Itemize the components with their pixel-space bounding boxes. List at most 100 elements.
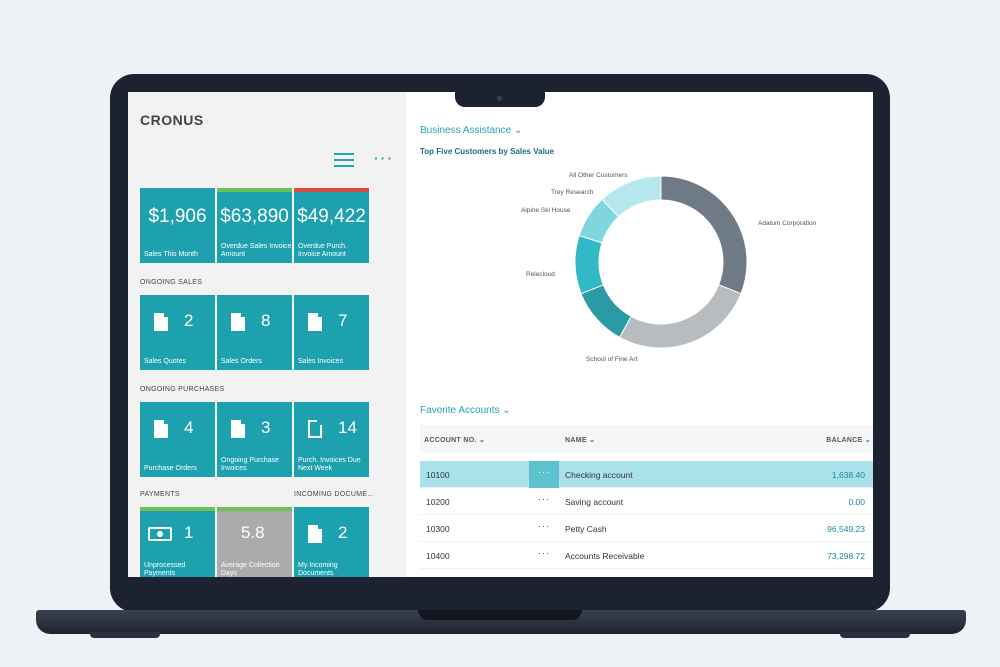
tile-sales-invoices[interactable]: 7 Sales Invoices <box>294 295 369 370</box>
account-balance[interactable]: 73,298.72 <box>827 551 865 561</box>
donut-slice-relecloud[interactable] <box>580 284 632 339</box>
chevron-down-icon: ⌄ <box>502 405 511 416</box>
more-options-icon[interactable]: ··· <box>374 150 394 166</box>
account-name[interactable]: Saving account <box>565 497 624 507</box>
donut-slice-all-other-customers[interactable] <box>601 175 662 218</box>
tile-caption: Ongoing Purchase Invoices <box>221 457 279 472</box>
account-no: 10100 <box>426 470 450 480</box>
column-header-label: NAME <box>565 437 587 444</box>
account-balance[interactable]: 96,549.23 <box>827 524 865 534</box>
kpi-caption: Overdue Purch. Invoice Amount <box>298 243 348 258</box>
status-bar-green <box>217 507 292 511</box>
tile-sales-orders[interactable]: 8 Sales Orders <box>217 295 292 370</box>
kpi-tile-overdue-sales[interactable]: $63,890 Overdue Sales Invoice Amount <box>217 188 292 263</box>
row-actions-icon[interactable]: ··· <box>538 494 550 504</box>
content-panel: Business Assistance ⌄ Top Five Customers… <box>406 92 873 577</box>
status-bar-green <box>140 507 215 511</box>
account-no: 10200 <box>426 497 450 507</box>
table-row[interactable]: 10100 ··· Checking account 1,638.40 <box>420 461 873 488</box>
column-header-balance[interactable]: BALANCE ⌄ <box>826 436 871 444</box>
tile-purch-invoices-due[interactable]: 14 Purch. Invoices Due Next Week <box>294 402 369 477</box>
document-icon <box>154 312 169 331</box>
row-actions-icon[interactable]: ··· <box>529 461 559 488</box>
chevron-down-icon: ⌄ <box>478 437 486 444</box>
tile-unprocessed-payments[interactable]: 1 Unprocessed Payments <box>140 507 215 577</box>
money-icon <box>148 527 172 541</box>
status-bar-red <box>294 188 369 192</box>
donut-slice-adatum-corporation[interactable] <box>660 175 748 295</box>
tile-sales-quotes[interactable]: 2 Sales Quotes <box>140 295 215 370</box>
kpi-amount: $49,422 <box>297 206 366 227</box>
tile-caption: Purchase Orders <box>144 465 197 472</box>
column-header-name[interactable]: NAME ⌄ <box>565 436 595 444</box>
tile-caption: Sales Orders <box>221 358 262 365</box>
donut-slice-alpine-ski-house[interactable] <box>574 234 605 295</box>
account-name[interactable]: Accounts Receivable <box>565 551 645 561</box>
kpi-caption: Sales This Month <box>144 251 198 258</box>
role-center-panel: CRONUS ··· $1,906 Sales This Month $63,8… <box>128 92 406 577</box>
tile-caption: Sales Invoices <box>298 358 344 365</box>
column-header-label: BALANCE <box>826 437 863 444</box>
tile-ongoing-purchase-invoices[interactable]: 3 Ongoing Purchase Invoices <box>217 402 292 477</box>
chevron-down-icon: ⌄ <box>589 437 596 444</box>
donut-slice-school-of-fine-art[interactable] <box>618 284 742 349</box>
section-label-payments: PAYMENTS <box>140 491 180 498</box>
table-row[interactable]: 10200 ··· Saving account 0.00 <box>420 488 873 515</box>
account-balance[interactable]: 1,638.40 <box>831 470 865 480</box>
document-icon <box>231 419 246 438</box>
slice-label-adatum: Adatum Corporation <box>758 220 817 227</box>
camera-icon <box>497 96 502 101</box>
section-label-ongoing-sales: ONGOING SALES <box>140 279 203 286</box>
account-name[interactable]: Petty Cash <box>565 524 607 534</box>
table-row[interactable]: 10400 ··· Accounts Receivable 73,298.72 <box>420 542 873 569</box>
row-actions-icon[interactable]: ··· <box>538 521 550 531</box>
account-no: 10300 <box>426 524 450 534</box>
favorite-accounts-header[interactable]: Favorite Accounts ⌄ <box>420 405 511 416</box>
chevron-down-icon: ⌄ <box>864 437 871 444</box>
table-row[interactable]: 10300 ··· Petty Cash 96,549.23 <box>420 515 873 542</box>
tile-count: 2 <box>184 311 194 330</box>
document-icon <box>231 312 246 331</box>
slice-label-all-other: All Other Customers <box>569 172 628 179</box>
tile-my-incoming-documents[interactable]: 2 My Incoming Documents <box>294 507 369 577</box>
document-icon <box>154 419 169 438</box>
top-customers-donut-chart <box>574 175 748 349</box>
tile-average-collection-days[interactable]: 5.8 Average Collection Days <box>217 507 292 577</box>
laptop-hinge <box>418 610 582 620</box>
tile-caption: Purch. Invoices Due Next Week <box>298 457 361 472</box>
account-balance[interactable]: 0.00 <box>848 497 865 507</box>
business-assistance-title: Business Assistance <box>420 125 512 136</box>
account-name[interactable]: Checking account <box>565 470 633 480</box>
row-actions-icon[interactable]: ··· <box>538 548 550 558</box>
company-name: CRONUS <box>140 112 204 128</box>
slice-label-trey-research: Trey Research <box>551 189 594 196</box>
tile-count: 1 <box>184 523 194 542</box>
section-label-ongoing-purchases: ONGOING PURCHASES <box>140 386 225 393</box>
column-header-account[interactable]: ACCOUNT NO. ⌄ <box>424 436 485 444</box>
favorite-accounts-title: Favorite Accounts <box>420 405 500 416</box>
kpi-amount: $1,906 <box>148 206 207 227</box>
laptop-foot-right <box>840 632 910 638</box>
slice-label-alpine-ski: Alpine Ski House <box>521 207 571 214</box>
status-bar-green <box>217 188 292 192</box>
account-no: 10400 <box>426 551 450 561</box>
tile-count: 8 <box>261 311 271 330</box>
document-icon <box>308 312 323 331</box>
kpi-caption: Overdue Sales Invoice Amount <box>221 243 292 258</box>
tile-caption: Sales Quotes <box>144 358 187 365</box>
chevron-down-icon: ⌄ <box>513 125 523 136</box>
business-assistance-header[interactable]: Business Assistance ⌄ <box>420 125 522 136</box>
tile-count: 4 <box>184 418 194 437</box>
tile-purchase-orders[interactable]: 4 Purchase Orders <box>140 402 215 477</box>
laptop-screen: CRONUS ··· $1,906 Sales This Month $63,8… <box>128 92 873 577</box>
kpi-tile-sales-this-month[interactable]: $1,906 Sales This Month <box>140 188 215 263</box>
favorite-accounts-table: ACCOUNT NO. ⌄ NAME ⌄ BALANCE ⌄ 10100 ···… <box>420 425 873 569</box>
tile-caption: Unprocessed Payments <box>144 562 186 577</box>
document-icon <box>308 524 323 543</box>
section-label-incoming-documents: INCOMING DOCUME... <box>294 491 375 498</box>
column-header-label: ACCOUNT NO. <box>424 437 477 444</box>
kpi-tile-overdue-purch[interactable]: $49,422 Overdue Purch. Invoice Amount <box>294 188 369 263</box>
hamburger-menu-icon[interactable] <box>334 153 354 167</box>
tile-count: 14 <box>338 418 357 437</box>
chart-title: Top Five Customers by Sales Value <box>420 147 555 156</box>
